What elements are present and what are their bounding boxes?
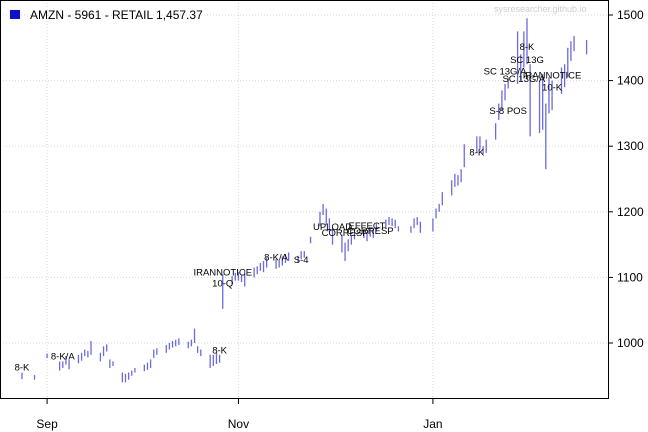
price-bars <box>21 18 588 383</box>
plot-frame <box>0 0 609 399</box>
watermark: sysresearcher.github.io <box>494 4 587 14</box>
legend-swatch <box>10 10 20 19</box>
y-tick-label: 1300 <box>617 139 644 153</box>
y-tick-label: 1200 <box>617 205 644 219</box>
filing-label: SC 13G <box>510 55 544 66</box>
y-tick-label: 1100 <box>617 270 643 284</box>
x-tick-label: Sep <box>36 417 58 431</box>
x-tick-label: Nov <box>228 417 249 431</box>
filing-label: SC 13G/A <box>502 74 545 85</box>
x-tick-label: Jan <box>423 417 442 431</box>
filing-label: 10-K <box>542 82 563 93</box>
y-axis: 1000 1100 1200 1300 1400 1500 <box>608 8 644 350</box>
filing-label: SC 13G/A <box>484 67 527 78</box>
filing-label: 8-K/A <box>51 351 75 362</box>
filing-label: EFFECT <box>349 221 386 232</box>
filing-label: 8-K <box>520 42 535 53</box>
filing-label: 8-K <box>15 363 30 374</box>
grid <box>0 0 608 398</box>
filing-label: 8-K/A <box>264 252 288 263</box>
y-tick-label: 1500 <box>617 8 644 22</box>
legend-label: AMZN - 5961 - RETAIL 1,457.37 <box>30 8 203 22</box>
filing-label: CORRESP <box>347 226 394 237</box>
x-axis: Sep Nov Jan <box>36 398 443 431</box>
filing-label: CORRESP <box>322 228 369 239</box>
filing-label: 10-Q <box>212 279 233 290</box>
filing-label: 8-K <box>212 345 227 356</box>
filing-label: S-4 <box>294 255 309 266</box>
y-tick-label: 1000 <box>617 336 644 350</box>
filing-label: UPLOAD <box>313 222 352 233</box>
filing-label: S-8 POS <box>489 106 527 117</box>
filing-label: 8-K <box>469 147 484 158</box>
y-tick-label: 1400 <box>617 74 644 88</box>
filing-label: IRANNOTICE <box>193 267 252 278</box>
filing-label: IRANNOTICE <box>523 71 582 82</box>
